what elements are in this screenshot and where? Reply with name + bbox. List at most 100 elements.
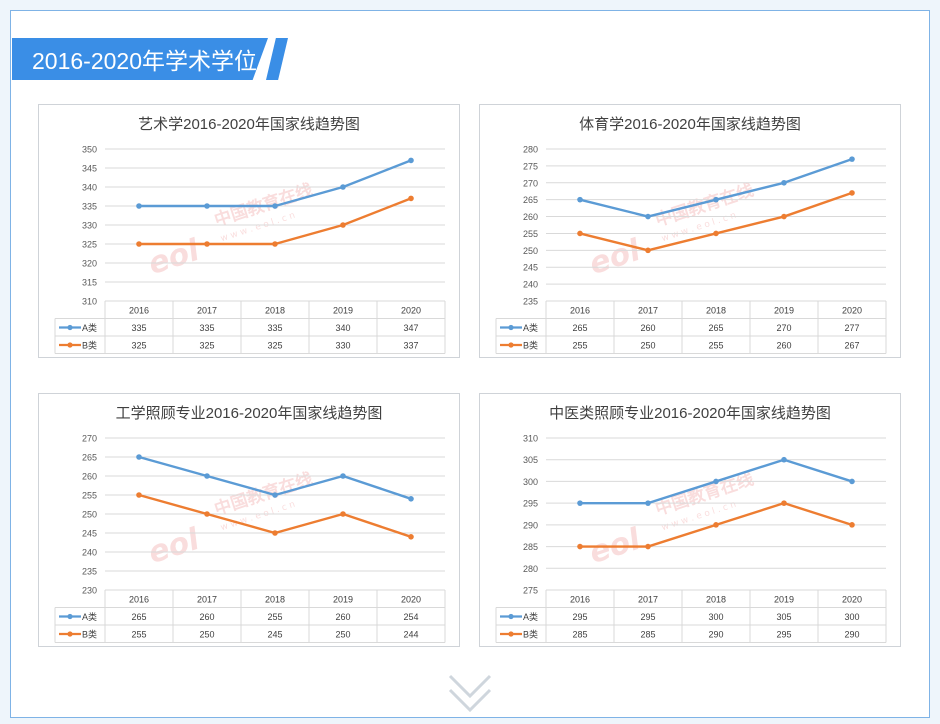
- legend-marker: [508, 342, 514, 348]
- legend-label: A类: [82, 611, 97, 622]
- x-tick-label: 2020: [842, 595, 862, 605]
- table-value: 267: [844, 341, 859, 351]
- table-value: 250: [335, 630, 350, 640]
- y-tick-label: 245: [523, 263, 538, 273]
- data-point: [781, 213, 787, 220]
- table-value: 295: [572, 612, 587, 622]
- table-value: 244: [403, 630, 418, 640]
- x-tick-label: 2017: [638, 306, 658, 316]
- table-value: 277: [844, 323, 859, 333]
- table-value: 255: [708, 341, 723, 351]
- table-value: 340: [335, 323, 350, 333]
- data-point: [713, 522, 719, 528]
- x-tick-label: 2020: [401, 595, 421, 605]
- data-point: [849, 522, 855, 528]
- y-tick-label: 280: [523, 564, 538, 574]
- table-value: 335: [131, 323, 146, 333]
- y-tick-label: 315: [82, 278, 97, 288]
- data-point: [204, 473, 210, 479]
- chart-title: 工学照顾专业2016-2020年国家线趋势图: [115, 405, 383, 422]
- y-tick-label: 255: [82, 491, 97, 501]
- scroll-down-icon[interactable]: [447, 672, 493, 716]
- legend-label: A类: [523, 611, 538, 622]
- table-value: 265: [572, 323, 587, 333]
- legend-marker: [67, 631, 73, 637]
- table-value: 260: [776, 341, 791, 351]
- y-tick-label: 345: [82, 164, 97, 174]
- chart-art: 艺术学2016-2020年国家线趋势图 eol 中国教育在线 w w w . e o…: [38, 104, 460, 358]
- legend-label: A类: [82, 322, 97, 333]
- table-value: 245: [267, 630, 282, 640]
- data-point: [713, 478, 719, 485]
- data-point: [577, 500, 583, 506]
- data-point: [645, 213, 651, 220]
- data-point: [408, 534, 414, 540]
- legend-marker: [67, 613, 73, 620]
- table-value: 337: [403, 341, 418, 351]
- section-title: 2016-2020年学术学位: [32, 48, 257, 74]
- x-tick-label: 2019: [333, 595, 353, 605]
- table-value: 255: [572, 341, 587, 351]
- table-value: 260: [199, 612, 214, 622]
- y-tick-label: 260: [523, 212, 538, 222]
- x-tick-label: 2016: [129, 595, 149, 605]
- table-value: 335: [199, 323, 214, 333]
- data-point: [136, 203, 142, 209]
- table-value: 295: [776, 630, 791, 640]
- table-value: 285: [572, 630, 587, 640]
- table-value: 325: [131, 341, 146, 351]
- y-tick-label: 265: [523, 195, 538, 205]
- legend-marker: [508, 631, 514, 637]
- legend-label: A类: [523, 322, 538, 333]
- data-point: [781, 456, 787, 463]
- table-value: 300: [844, 612, 859, 622]
- y-tick-label: 235: [82, 567, 97, 577]
- chart-engineering: 工学照顾专业2016-2020年国家线趋势图 eol 中国教育在线 w w w . …: [38, 393, 460, 647]
- table-value: 250: [199, 630, 214, 640]
- legend-marker: [508, 324, 514, 331]
- y-tick-label: 280: [523, 145, 538, 155]
- legend-label: B类: [82, 340, 97, 351]
- y-tick-label: 335: [82, 202, 97, 212]
- x-tick-label: 2019: [333, 306, 353, 316]
- table-value: 255: [131, 630, 146, 640]
- x-tick-label: 2018: [265, 306, 285, 316]
- data-point: [272, 492, 278, 498]
- y-tick-label: 260: [82, 472, 97, 482]
- table-value: 290: [844, 630, 859, 640]
- data-point: [577, 230, 583, 237]
- legend-label: B类: [82, 629, 97, 640]
- data-point: [713, 196, 719, 203]
- y-tick-label: 245: [82, 529, 97, 539]
- data-point: [340, 184, 346, 190]
- y-tick-label: 240: [82, 548, 97, 558]
- data-point: [645, 500, 651, 506]
- data-point: [577, 543, 583, 550]
- y-tick-label: 255: [523, 229, 538, 239]
- data-point: [136, 492, 142, 498]
- watermark-logo: eol: [144, 233, 204, 282]
- chart-title: 体育学2016-2020年国家线趋势图: [579, 116, 801, 133]
- watermark-logo: eol: [585, 233, 645, 282]
- y-tick-label: 300: [523, 477, 538, 487]
- data-point: [849, 478, 855, 485]
- table-value: 265: [708, 323, 723, 333]
- table-value: 305: [776, 612, 791, 622]
- legend-marker: [67, 324, 73, 331]
- legend-marker: [67, 342, 73, 348]
- data-point: [340, 222, 346, 228]
- data-point: [408, 157, 414, 164]
- data-point: [849, 190, 855, 196]
- table-value: 265: [131, 612, 146, 622]
- x-tick-label: 2017: [638, 595, 658, 605]
- data-point: [408, 195, 414, 202]
- chart-title: 中医类照顾专业2016-2020年国家线趋势图: [549, 405, 831, 422]
- x-tick-label: 2020: [401, 306, 421, 316]
- data-point: [713, 230, 719, 237]
- y-tick-label: 340: [82, 183, 97, 193]
- section-banner: 2016-2020年学术学位: [12, 38, 268, 80]
- data-point: [204, 203, 210, 209]
